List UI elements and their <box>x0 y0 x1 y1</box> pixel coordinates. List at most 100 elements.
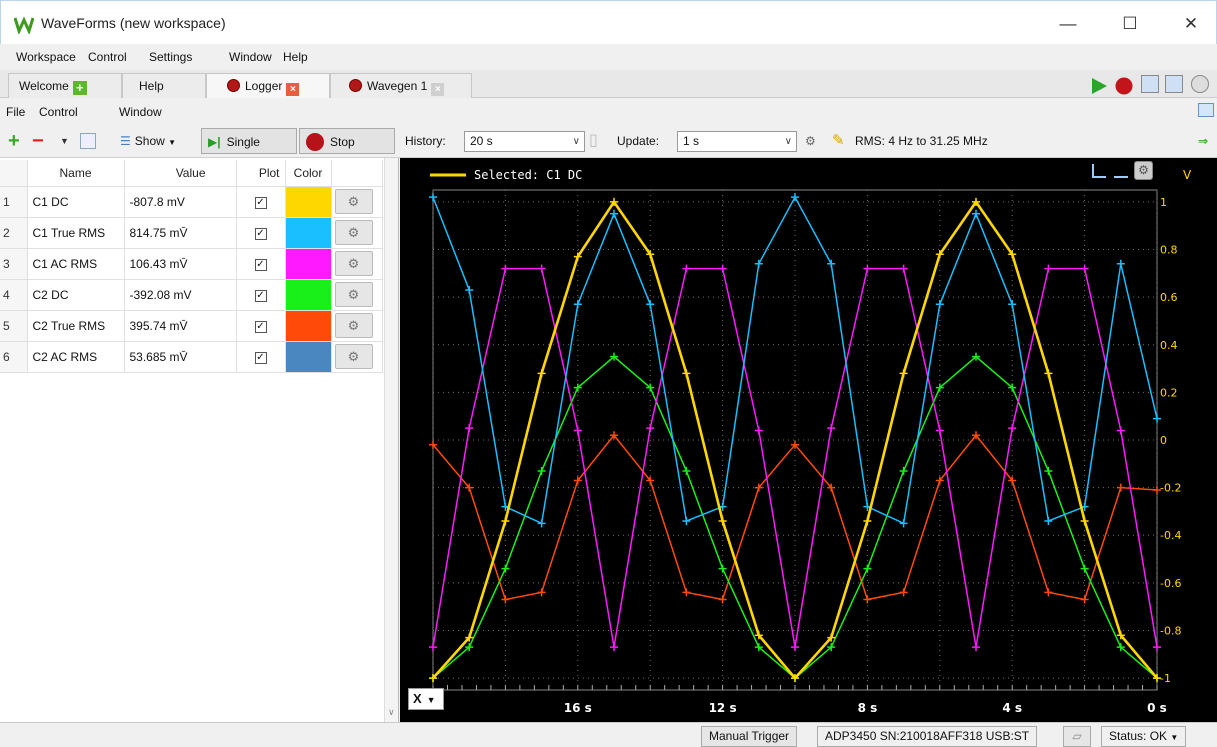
channel-name[interactable]: C2 AC RMS <box>27 341 125 373</box>
menu-logger-window[interactable]: Window <box>119 105 162 119</box>
color-swatch[interactable] <box>285 248 332 280</box>
menu-help[interactable]: Help <box>283 50 308 64</box>
add-channel-icon[interactable]: + <box>8 130 20 152</box>
vertical-scrollbar[interactable]: ∨ <box>384 158 398 722</box>
data-point <box>718 595 727 604</box>
device-icon[interactable]: ▱ <box>1063 726 1091 747</box>
single-button[interactable]: ▶| Single <box>201 128 297 154</box>
status-dropdown[interactable]: Status: OK ▼ <box>1101 726 1187 747</box>
scroll-down-icon[interactable]: ∨ <box>388 707 395 717</box>
tab-logger[interactable]: Logger × <box>206 73 330 98</box>
stop-label: Stop <box>330 135 355 149</box>
manual-trigger-button[interactable]: Manual Trigger <box>701 726 798 747</box>
run-icon[interactable] <box>1089 76 1109 96</box>
x-axis-button[interactable]: X ▼ <box>408 688 444 710</box>
close-window-button[interactable]: ✕ <box>1183 14 1199 33</box>
data-point <box>646 250 655 259</box>
document-icon: ▯ <box>589 132 598 149</box>
brush-icon[interactable]: ✎ <box>832 132 845 149</box>
series-c1-ac-rms[interactable] <box>429 264 1161 652</box>
menu-settings[interactable]: Settings <box>149 50 193 64</box>
table-row[interactable]: 3 C1 AC RMS 106.43 mV̄ ✓ ⚙ <box>0 248 383 280</box>
channel-name[interactable]: C1 DC <box>27 186 125 218</box>
close-tab-icon[interactable]: × <box>431 83 445 96</box>
channel-name[interactable]: C2 DC <box>27 279 125 311</box>
channel-name[interactable]: C1 AC RMS <box>27 248 125 280</box>
menu-logger-control[interactable]: Control <box>39 105 78 119</box>
settings-gear-icon[interactable]: ⚙ <box>805 134 816 148</box>
plot-checkbox-cell[interactable]: ✓ <box>236 217 286 249</box>
split-icon[interactable] <box>1165 75 1183 93</box>
color-swatch[interactable] <box>285 310 332 342</box>
dock-icon[interactable] <box>1198 103 1214 117</box>
update-select[interactable]: 1 s ∨ <box>677 131 797 152</box>
menu-file[interactable]: File <box>6 105 26 119</box>
color-swatch[interactable] <box>285 217 332 249</box>
data-point <box>863 564 872 573</box>
row-settings-gear-icon[interactable]: ⚙ <box>334 189 373 214</box>
plot-checkbox[interactable]: ✓ <box>254 228 267 240</box>
table-row[interactable]: 4 C2 DC -392.08 mV ✓ ⚙ <box>0 279 383 311</box>
plot-checkbox[interactable]: ✓ <box>254 321 267 333</box>
plot-settings-gear-icon[interactable]: ⚙ <box>1134 161 1153 180</box>
edit-icon[interactable] <box>80 133 96 149</box>
arrow-right-icon[interactable]: ⇒ <box>1198 134 1209 148</box>
series-c2-true-rms[interactable] <box>429 431 1161 604</box>
plot-checkbox[interactable]: ✓ <box>254 259 267 271</box>
menu-workspace[interactable]: Workspace <box>16 50 76 64</box>
color-swatch[interactable] <box>285 341 332 373</box>
plot-checkbox[interactable]: ✓ <box>254 352 267 364</box>
minimize-button[interactable]: — <box>1059 14 1077 33</box>
table-row[interactable]: 5 C2 True RMS 395.74 mV̄ ✓ ⚙ <box>0 310 383 342</box>
stop-icon <box>306 133 324 151</box>
row-settings-gear-icon[interactable]: ⚙ <box>334 282 373 307</box>
update-value: 1 s <box>683 134 700 148</box>
table-row[interactable]: 1 C1 DC -807.8 mV ✓ ⚙ <box>0 186 383 218</box>
menu-window[interactable]: Window <box>229 50 272 64</box>
table-row[interactable]: 6 C2 AC RMS 53.685 mV̄ ✓ ⚙ <box>0 341 383 373</box>
series-c2-dc[interactable] <box>429 352 1161 683</box>
marker-icon[interactable] <box>1114 164 1128 178</box>
plot-checkbox-cell[interactable]: ✓ <box>236 279 286 311</box>
data-point <box>646 300 655 309</box>
maximize-button[interactable]: ☐ <box>1122 14 1138 33</box>
show-menu[interactable]: ☰ Show ▼ <box>120 128 176 154</box>
stop-record-icon[interactable] <box>1114 76 1134 96</box>
dropdown-arrow-icon[interactable]: ▼ <box>60 136 69 146</box>
plot-checkbox[interactable]: ✓ <box>254 197 267 209</box>
plot-checkbox-cell[interactable]: ✓ <box>236 341 286 373</box>
channel-name[interactable]: C2 True RMS <box>27 310 125 342</box>
waveform-plot[interactable]: Selected: C1 DC V 1 0.8 0.6 0.4 0.2 0 -0.2 -0.4 -0… <box>400 158 1217 722</box>
cursor-icon[interactable] <box>1092 164 1106 178</box>
menu-control[interactable]: Control <box>88 50 127 64</box>
layout-icon[interactable] <box>1141 75 1159 93</box>
stop-button[interactable]: Stop <box>299 128 395 154</box>
channel-name[interactable]: C1 True RMS <box>27 217 125 249</box>
row-settings-gear-icon[interactable]: ⚙ <box>334 251 373 276</box>
chevron-down-icon: ▼ <box>1170 733 1179 742</box>
data-point <box>1116 631 1125 640</box>
x-tick-label: 8 s <box>858 701 878 715</box>
plot-checkbox-cell[interactable]: ✓ <box>236 310 286 342</box>
series-c1-dc[interactable] <box>429 197 1161 683</box>
add-plus-icon[interactable]: + <box>72 81 87 95</box>
history-select[interactable]: 20 s ∨ <box>464 131 585 152</box>
settings-gear-icon[interactable] <box>1191 75 1209 93</box>
plot-checkbox-cell[interactable]: ✓ <box>236 248 286 280</box>
close-tab-icon[interactable]: × <box>286 83 300 96</box>
channel-value: -392.08 mV <box>124 279 237 311</box>
color-swatch[interactable] <box>285 186 332 218</box>
plot-checkbox-cell[interactable]: ✓ <box>236 186 286 218</box>
tab-wavegen[interactable]: Wavegen 1 × <box>330 73 472 98</box>
y-unit-label: V <box>1183 168 1192 182</box>
plot-checkbox[interactable]: ✓ <box>254 290 267 302</box>
row-settings-gear-icon[interactable]: ⚙ <box>334 220 373 245</box>
remove-channel-icon[interactable]: − <box>32 130 44 152</box>
table-row[interactable]: 2 C1 True RMS 814.75 mV̄ ✓ ⚙ <box>0 217 383 249</box>
color-swatch[interactable] <box>285 279 332 311</box>
device-info[interactable]: ADP3450 SN:210018AFF318 USB:ST <box>817 726 1038 747</box>
row-settings-gear-icon[interactable]: ⚙ <box>334 344 373 369</box>
tab-welcome[interactable]: Welcome + <box>8 73 122 98</box>
row-settings-gear-icon[interactable]: ⚙ <box>334 313 373 338</box>
tab-help[interactable]: Help <box>122 73 206 98</box>
